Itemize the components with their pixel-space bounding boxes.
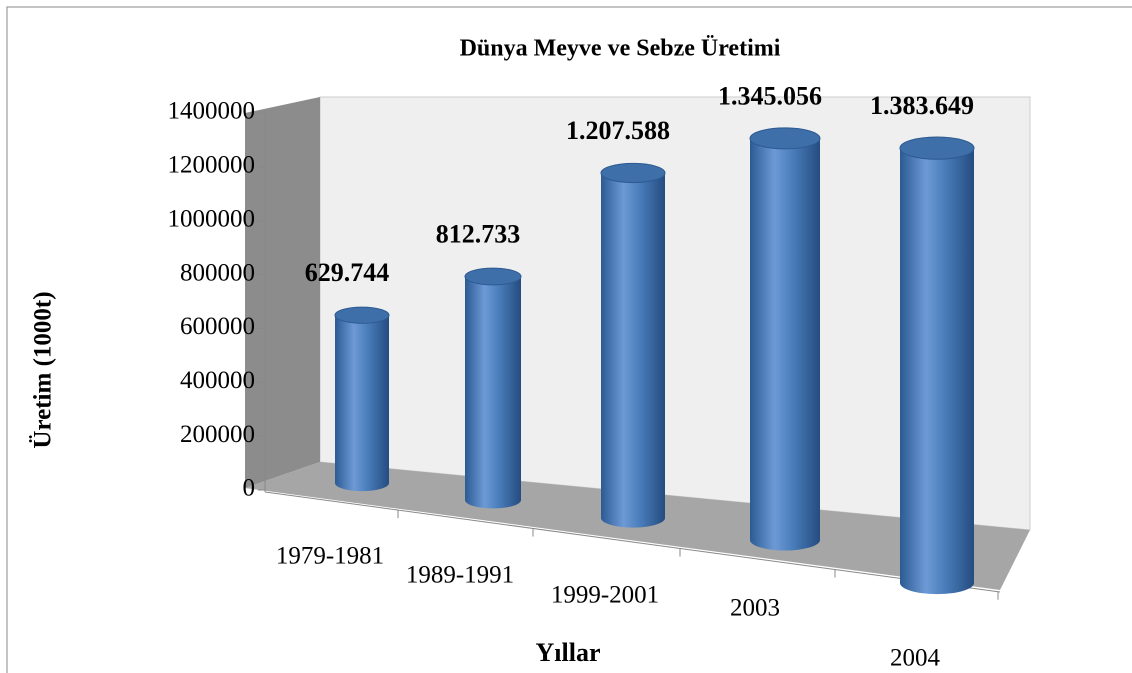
bar-top	[600, 162, 666, 184]
x-axis-title: Yıllar	[536, 638, 601, 667]
y-tick-label: 1200000	[168, 152, 256, 179]
x-tick-label: 2004	[890, 645, 941, 672]
y-tick-label: 400000	[180, 367, 255, 394]
y-axis-title: Üretim (1000t)	[30, 291, 57, 448]
value-label: 1.383.649	[870, 91, 974, 120]
bar-top	[334, 306, 390, 324]
y-tick-label: 200000	[180, 421, 255, 448]
value-label: 629.744	[305, 258, 390, 287]
bar-top	[899, 136, 975, 160]
frame	[6, 6, 1132, 673]
value-label: 1.345.056	[718, 81, 822, 110]
x-axis	[264, 491, 1001, 593]
y-tick-label: 1000000	[168, 205, 256, 232]
bar	[335, 315, 389, 492]
bar	[750, 138, 820, 551]
x-tick-label: 1999-2001	[551, 582, 659, 609]
chart-title: Dünya Meyve ve Sebze Üretimi	[460, 36, 781, 62]
x-tick-label: 1989-1991	[406, 562, 514, 589]
y-tick-label: 600000	[180, 313, 255, 340]
y-tick-label: 1400000	[168, 98, 256, 125]
value-label: 1.207.588	[566, 116, 670, 145]
bar	[465, 276, 521, 509]
bar-top	[464, 267, 522, 286]
value-label: 812.733	[436, 219, 521, 248]
bar	[601, 172, 665, 528]
y-tick-label: 800000	[180, 259, 255, 286]
bar	[900, 148, 974, 595]
side-wall	[245, 97, 320, 488]
bar-top	[749, 127, 821, 150]
y-tick-label: 0	[243, 475, 256, 502]
x-tick-label: 2003	[730, 595, 780, 622]
x-tick-label: 1979-1981	[276, 543, 384, 570]
